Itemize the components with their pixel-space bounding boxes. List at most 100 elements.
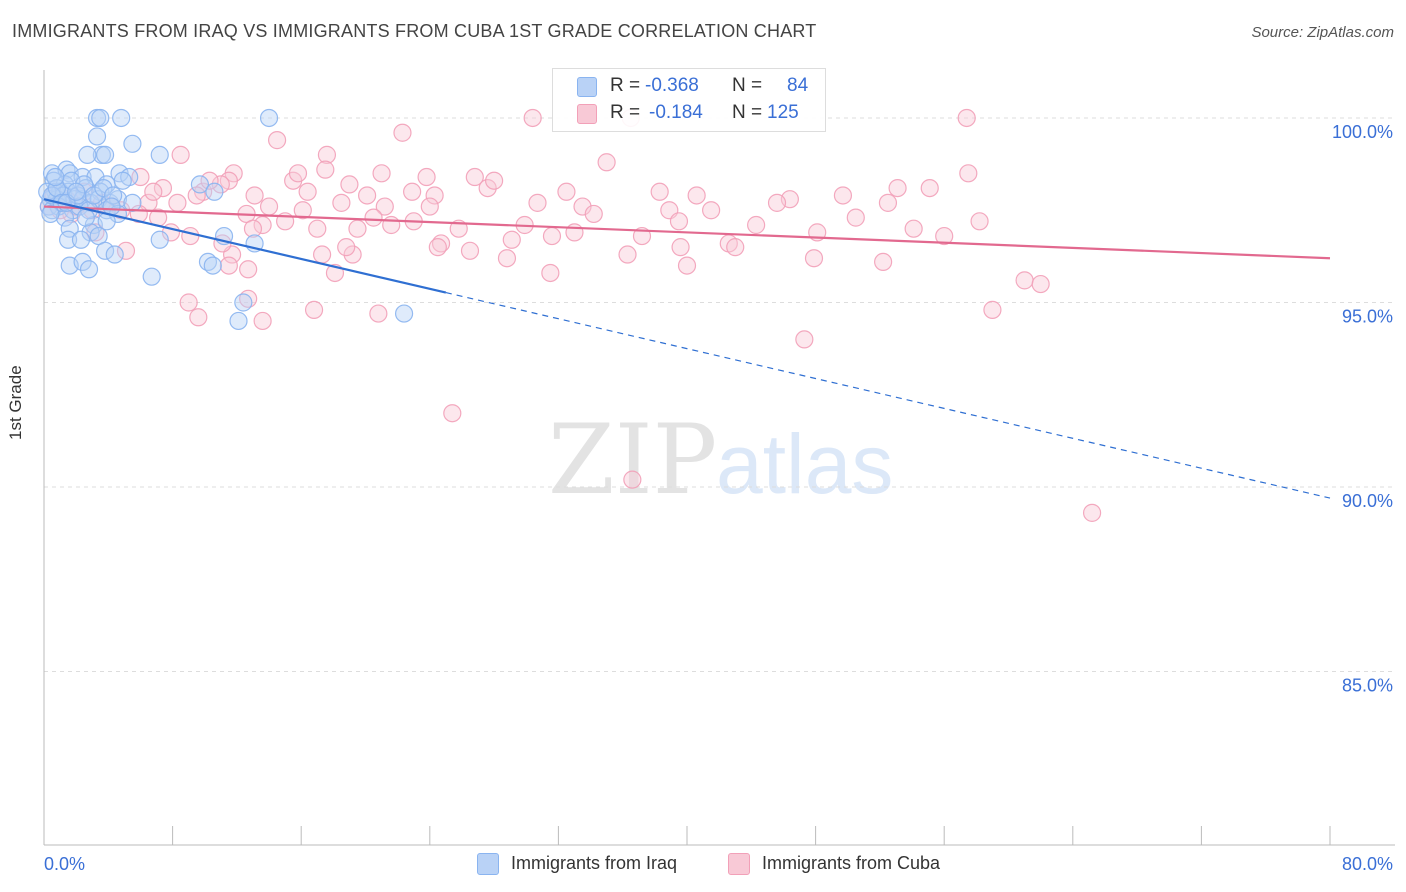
cuba-point: [904, 219, 923, 238]
cuba-point: [343, 245, 362, 264]
iraq-point: [76, 208, 95, 227]
iraq-point: [95, 241, 115, 260]
iraq-point: [113, 171, 132, 190]
cuba-point: [846, 208, 865, 227]
iraq-swatch: [577, 77, 597, 97]
cuba-point: [358, 186, 377, 205]
cuba-point: [957, 108, 976, 128]
cuba-point: [584, 204, 603, 224]
iraq-point: [142, 267, 161, 286]
grid-lines: [44, 117, 1395, 673]
x-tick-label-max: 80.0%: [1342, 854, 1393, 874]
series-iraq-points: [38, 108, 414, 331]
cuba-point: [308, 219, 327, 238]
iraq-trend-line: [43, 198, 447, 294]
r-value: -0.184: [649, 102, 703, 123]
iraq-point: [95, 145, 115, 164]
iraq-trend-extension: [445, 291, 1331, 499]
cuba-point: [153, 178, 173, 198]
iraq-point: [394, 304, 414, 323]
y-tick-label: 90.0%: [1342, 491, 1393, 511]
cuba-point: [267, 131, 287, 150]
cuba-point: [485, 171, 504, 190]
n-value: 125: [767, 102, 799, 123]
cuba-point: [502, 230, 521, 249]
cuba-point: [181, 226, 200, 246]
cuba-point: [542, 226, 562, 246]
cuba-point: [677, 256, 697, 275]
iraq-point: [94, 178, 113, 198]
cuba-point: [1082, 503, 1102, 522]
cuba-point: [970, 212, 989, 231]
cuba-point: [747, 215, 766, 235]
cuba-point: [340, 175, 359, 194]
cuba-point: [541, 263, 560, 283]
iraq-point: [78, 145, 97, 164]
legend-cuba-swatch: [728, 853, 750, 875]
legend-iraq-swatch: [477, 853, 499, 875]
cuba-point: [888, 178, 907, 198]
cuba-point: [878, 193, 898, 212]
watermark: ZIP atlas: [548, 404, 893, 516]
watermark-zip: ZIP: [548, 404, 717, 516]
cuba-point: [316, 160, 335, 179]
y-tick-label: 85.0%: [1342, 676, 1393, 696]
n-label: N =: [732, 75, 763, 96]
y-tick-label: 95.0%: [1342, 307, 1393, 327]
iraq-point: [123, 134, 142, 153]
cuba-point: [465, 167, 484, 187]
cuba-point: [332, 193, 351, 212]
cuba-point: [1031, 274, 1050, 294]
iraq-point: [190, 175, 210, 194]
iraq-point: [79, 260, 99, 279]
cuba-point: [168, 193, 187, 212]
cuba-point: [200, 171, 219, 190]
x-tick-label-min: 0.0%: [44, 854, 85, 874]
cuba-point: [983, 300, 1002, 319]
tick-labels: 100.0% 95.0% 90.0% 85.0% 0.0% 80.0%: [44, 122, 1393, 874]
cuba-point: [573, 197, 592, 216]
cuba-point: [687, 186, 706, 205]
r-value: -0.368: [645, 75, 699, 96]
trend-lines: [43, 198, 1331, 499]
n-value: 84: [787, 75, 809, 96]
stats-box: R = -0.368 N = 84 R = -0.184 N = 125: [552, 68, 826, 132]
cuba-point: [726, 238, 745, 257]
iraq-point: [150, 230, 169, 249]
legend-cuba-label: Immigrants from Cuba: [762, 853, 941, 873]
cuba-point: [795, 330, 814, 349]
cuba-point: [804, 249, 824, 268]
watermark-atlas: atlas: [716, 417, 893, 511]
cuba-point: [372, 164, 391, 183]
cuba-point: [443, 404, 462, 423]
cuba-point: [425, 186, 444, 205]
cuba-point: [1015, 271, 1034, 290]
cuba-point: [317, 145, 337, 164]
cuba-point: [959, 164, 978, 183]
legend-iraq-label: Immigrants from Iraq: [511, 853, 678, 873]
cuba-swatch: [577, 104, 597, 124]
cuba-point: [243, 219, 263, 238]
cuba-trend-line: [43, 205, 1331, 260]
cuba-point: [298, 182, 317, 201]
cuba-point: [702, 201, 721, 220]
cuba-point: [375, 197, 394, 216]
cuba-point: [382, 215, 401, 235]
chart-title: IMMIGRANTS FROM IRAQ VS IMMIGRANTS FROM …: [12, 21, 817, 41]
r-label: R =: [610, 75, 641, 96]
cuba-point: [565, 223, 584, 242]
source-credit: Source: ZipAtlas.com: [1251, 24, 1394, 41]
cuba-point: [671, 238, 690, 257]
r-label: R =: [610, 102, 641, 123]
cuba-point: [420, 197, 439, 216]
cuba-point: [337, 238, 356, 257]
cuba-point: [650, 182, 669, 201]
cuba-point: [528, 193, 547, 212]
cuba-point: [403, 182, 422, 201]
iraq-point: [41, 204, 60, 224]
cuba-point: [935, 226, 954, 246]
iraq-point: [205, 182, 224, 201]
iraq-point: [234, 293, 253, 312]
cuba-point: [364, 208, 383, 227]
